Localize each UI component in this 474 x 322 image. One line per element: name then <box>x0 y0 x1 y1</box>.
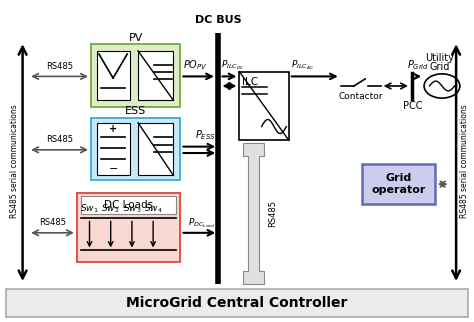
FancyBboxPatch shape <box>91 44 181 107</box>
FancyBboxPatch shape <box>362 164 435 204</box>
FancyBboxPatch shape <box>138 51 173 100</box>
FancyBboxPatch shape <box>91 118 181 180</box>
Text: $Sw_3$: $Sw_3$ <box>123 203 141 215</box>
Polygon shape <box>243 143 264 284</box>
Text: $Sw_1$: $Sw_1$ <box>80 203 99 215</box>
Text: $PO_{PV}$: $PO_{PV}$ <box>183 59 208 72</box>
FancyBboxPatch shape <box>97 123 129 175</box>
Text: $Sw_2$: $Sw_2$ <box>101 203 120 215</box>
Text: DC Loads: DC Loads <box>104 200 153 210</box>
Text: Utility: Utility <box>425 53 454 63</box>
Text: +: + <box>109 124 117 134</box>
Text: PV: PV <box>128 33 143 43</box>
Text: $P_{ESS}$: $P_{ESS}$ <box>195 129 216 143</box>
FancyBboxPatch shape <box>138 123 173 175</box>
Text: −: − <box>109 164 118 174</box>
FancyBboxPatch shape <box>6 289 468 317</box>
FancyBboxPatch shape <box>97 51 129 100</box>
Text: MicroGrid Central Controller: MicroGrid Central Controller <box>126 296 348 310</box>
Text: $P_{Grid}$: $P_{Grid}$ <box>407 59 429 72</box>
Text: $P_{ILC_{AC}}$: $P_{ILC_{AC}}$ <box>291 59 314 72</box>
Text: ESS: ESS <box>125 106 146 116</box>
Text: RS485 serial communications: RS485 serial communications <box>9 104 18 218</box>
Text: $Sw_4$: $Sw_4$ <box>144 203 163 215</box>
Text: RS485: RS485 <box>268 200 277 227</box>
FancyBboxPatch shape <box>77 193 181 261</box>
Text: Grid: Grid <box>429 62 450 72</box>
FancyBboxPatch shape <box>82 196 176 214</box>
Text: $P_{ILC_{DC}}$: $P_{ILC_{DC}}$ <box>220 59 244 72</box>
Text: $P_{DC_{Load}}$: $P_{DC_{Load}}$ <box>189 216 216 230</box>
Text: PCC: PCC <box>402 101 422 111</box>
Text: RS485: RS485 <box>39 218 66 227</box>
Text: Grid
operator: Grid operator <box>371 173 426 195</box>
Text: RS485: RS485 <box>46 135 73 144</box>
Text: DC BUS: DC BUS <box>195 15 241 25</box>
Text: ILC: ILC <box>242 77 258 87</box>
Text: Contactor: Contactor <box>338 92 383 101</box>
FancyBboxPatch shape <box>239 71 289 140</box>
Text: RS485: RS485 <box>46 62 73 71</box>
Text: RS485 serial communications: RS485 serial communications <box>460 104 469 218</box>
